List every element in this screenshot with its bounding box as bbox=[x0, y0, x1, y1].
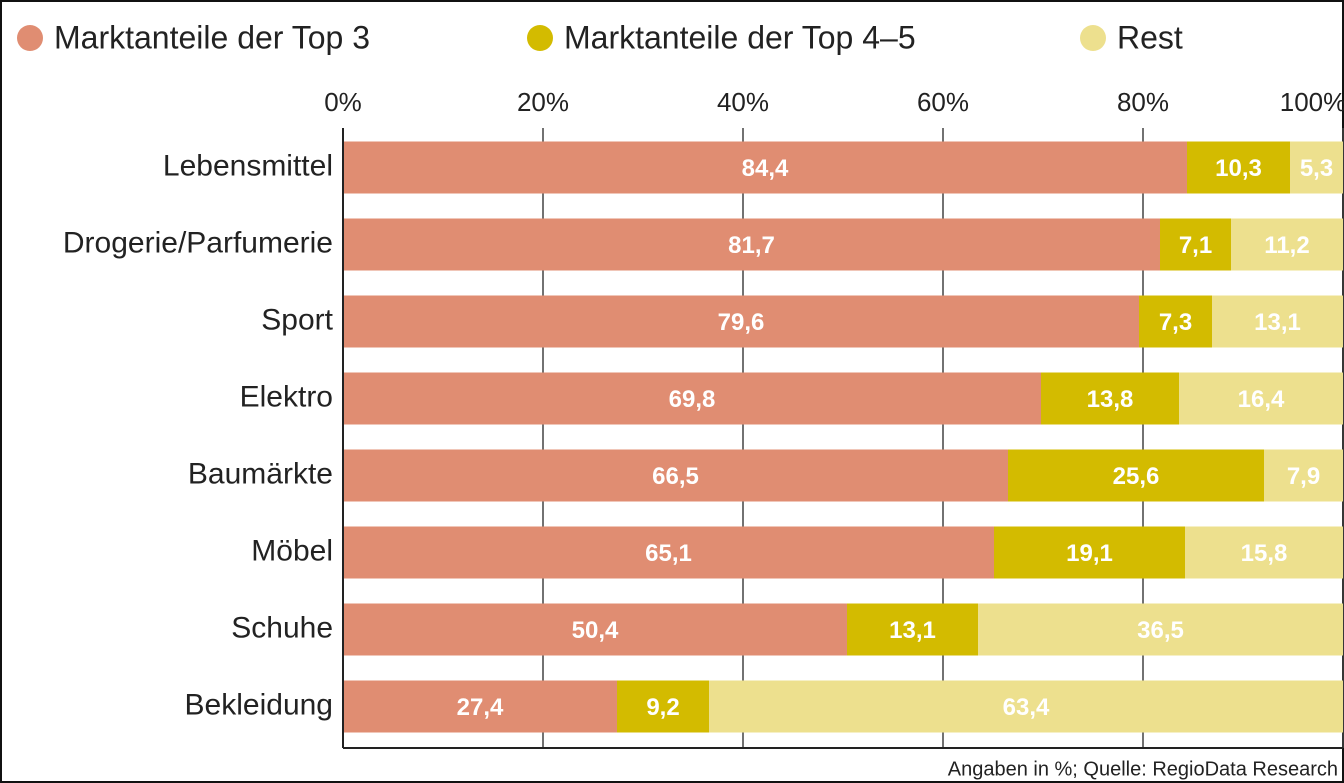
data-label: 81,7 bbox=[728, 232, 775, 259]
data-label: 7,3 bbox=[1159, 309, 1192, 336]
y-tick-label: Baumärkte bbox=[188, 457, 333, 490]
bar-segment bbox=[1160, 218, 1231, 271]
data-label: 9,2 bbox=[646, 694, 679, 721]
data-label: 13,1 bbox=[1254, 309, 1301, 336]
data-label: 69,8 bbox=[669, 386, 716, 413]
bar-segment bbox=[847, 603, 978, 656]
bar-segment bbox=[1231, 218, 1343, 271]
y-tick-label: Sport bbox=[261, 303, 333, 336]
bar-segment bbox=[1041, 372, 1179, 425]
legend-marker bbox=[17, 25, 43, 51]
source-note: Angaben in %; Quelle: RegioData Research bbox=[948, 758, 1338, 780]
bar-segment bbox=[994, 526, 1185, 579]
data-label: 7,9 bbox=[1287, 463, 1320, 490]
data-label: 19,1 bbox=[1066, 540, 1113, 567]
y-tick-label: Lebensmittel bbox=[163, 149, 333, 182]
bar-segment bbox=[1187, 141, 1290, 194]
x-tick-label: 0% bbox=[324, 87, 362, 117]
data-label: 5,3 bbox=[1300, 155, 1333, 182]
legend-label: Marktanteile der Top 3 bbox=[54, 19, 370, 55]
bar-segment bbox=[343, 295, 1139, 348]
data-label: 65,1 bbox=[645, 540, 692, 567]
x-tick-label: 100% bbox=[1280, 87, 1344, 117]
bar-segment bbox=[709, 680, 1343, 733]
bar-segment bbox=[343, 526, 994, 579]
bar-segment bbox=[1179, 372, 1343, 425]
data-label: 10,3 bbox=[1215, 155, 1262, 182]
bar-segment bbox=[1212, 295, 1343, 348]
bar-segment bbox=[1290, 141, 1343, 194]
data-label: 13,1 bbox=[889, 617, 936, 644]
x-tick-label: 40% bbox=[717, 87, 769, 117]
data-label: 27,4 bbox=[457, 694, 504, 721]
data-label: 63,4 bbox=[1003, 694, 1050, 721]
x-tick-label: 80% bbox=[1117, 87, 1169, 117]
bar-segment bbox=[978, 603, 1343, 656]
data-label: 25,6 bbox=[1113, 463, 1160, 490]
y-tick-label: Möbel bbox=[251, 534, 333, 567]
y-tick-label: Bekleidung bbox=[185, 688, 333, 721]
data-label: 79,6 bbox=[718, 309, 765, 336]
y-tick-label: Schuhe bbox=[231, 611, 333, 644]
data-label: 16,4 bbox=[1238, 386, 1285, 413]
data-label: 66,5 bbox=[652, 463, 699, 490]
bar-segment bbox=[1185, 526, 1343, 579]
data-label: 50,4 bbox=[572, 617, 619, 644]
bar-segment bbox=[1008, 449, 1264, 502]
data-label: 84,4 bbox=[742, 155, 789, 182]
x-tick-label: 20% bbox=[517, 87, 569, 117]
bar-segment bbox=[617, 680, 709, 733]
bar-segment bbox=[343, 372, 1041, 425]
bar-segment bbox=[1264, 449, 1343, 502]
legend-marker bbox=[527, 25, 553, 51]
y-tick-label: Drogerie/Parfumerie bbox=[63, 226, 333, 259]
x-tick-label: 60% bbox=[917, 87, 969, 117]
bar-segment bbox=[343, 449, 1008, 502]
legend-label: Marktanteile der Top 4–5 bbox=[564, 19, 916, 55]
bar-segment bbox=[343, 680, 617, 733]
data-label: 36,5 bbox=[1137, 617, 1184, 644]
y-tick-label: Elektro bbox=[240, 380, 333, 413]
data-label: 7,1 bbox=[1179, 232, 1212, 259]
data-label: 15,8 bbox=[1241, 540, 1288, 567]
legend-marker bbox=[1080, 25, 1106, 51]
bar-segment bbox=[343, 141, 1187, 194]
bar-segment bbox=[1139, 295, 1212, 348]
legend-label: Rest bbox=[1117, 19, 1183, 55]
data-label: 13,8 bbox=[1087, 386, 1134, 413]
data-label: 11,2 bbox=[1264, 232, 1309, 259]
bar-segment bbox=[343, 603, 847, 656]
bar-segment bbox=[343, 218, 1160, 271]
